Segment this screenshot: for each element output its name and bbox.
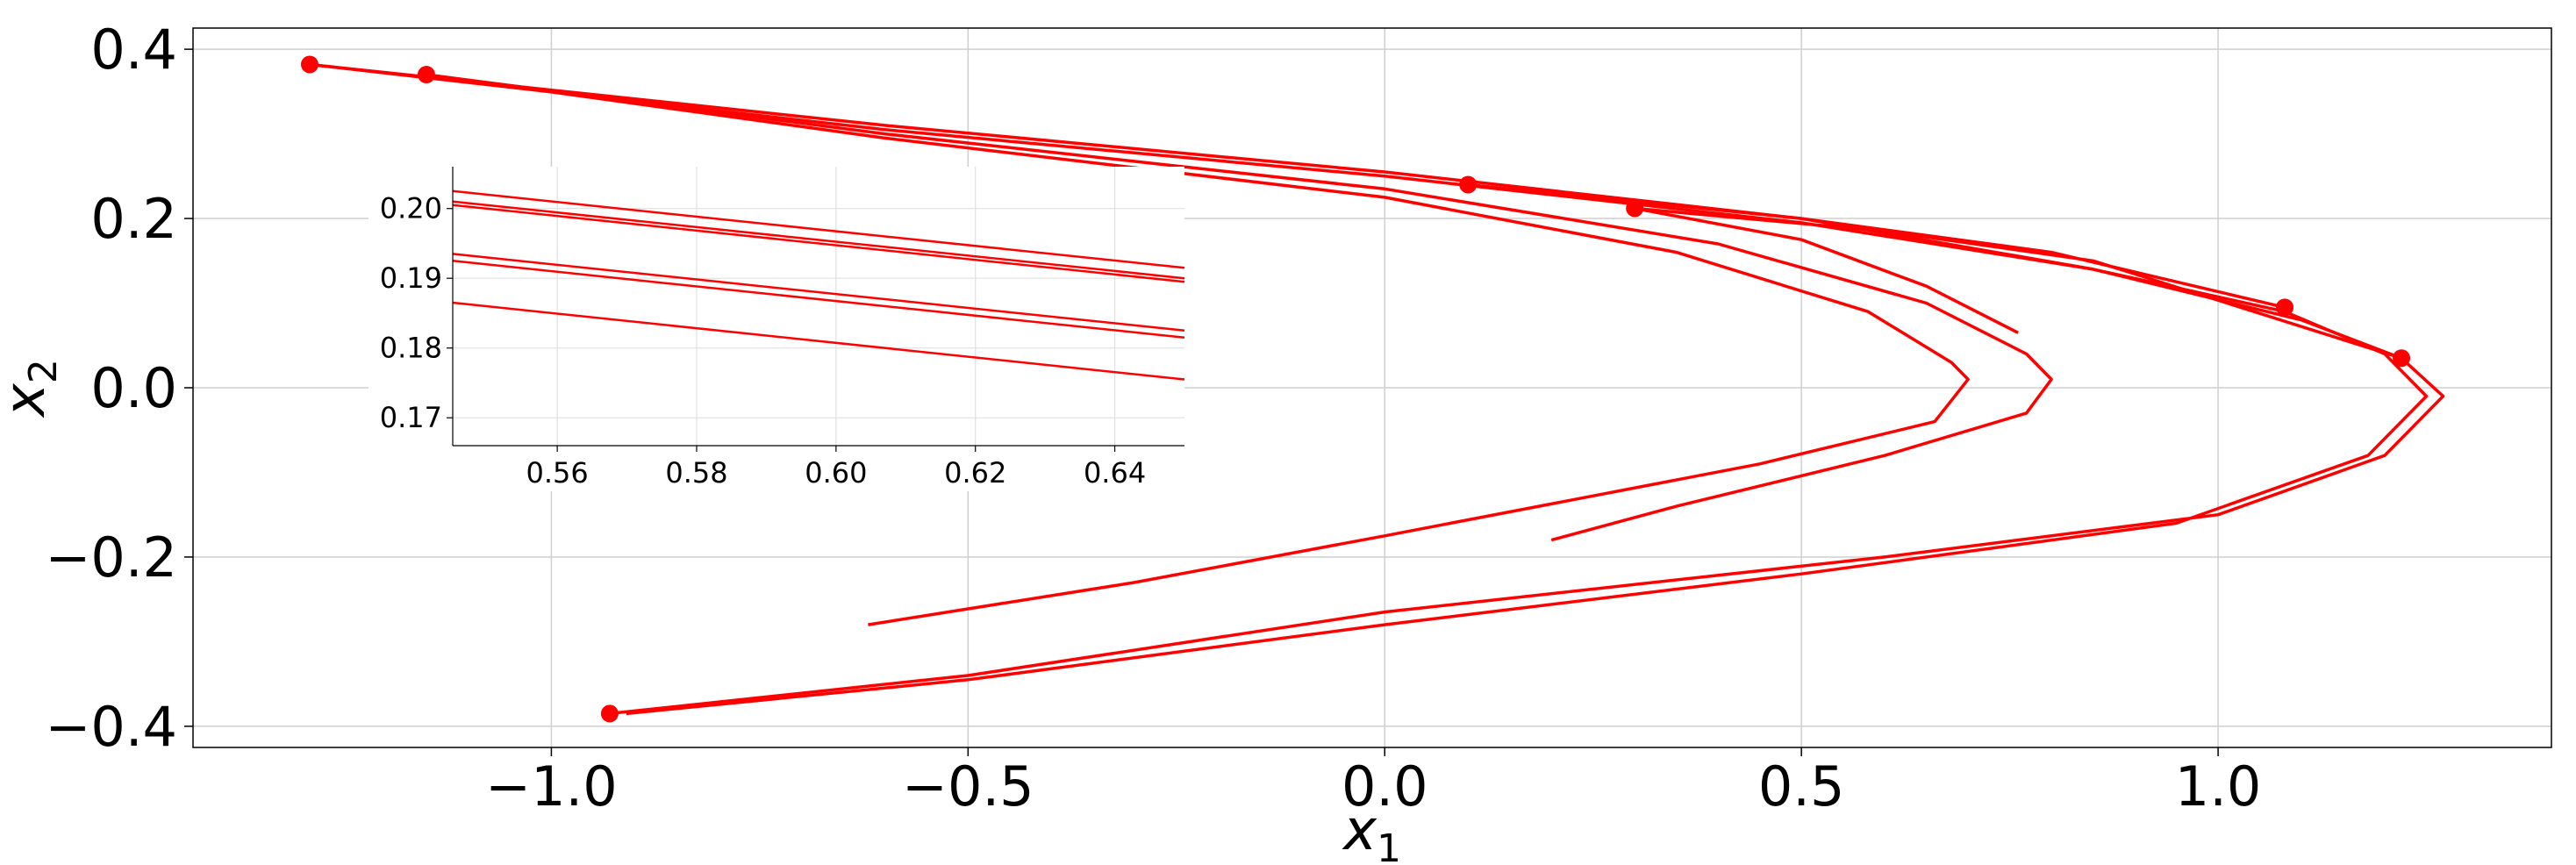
trajectory-line <box>1635 206 2402 360</box>
trajectory-start-marker <box>600 704 619 723</box>
main-y-tick-label: 0.4 <box>90 18 177 82</box>
inset-y-tick-label: 0.18 <box>380 332 442 365</box>
inset-trajectory-line <box>452 253 1185 332</box>
inset-x-tick-label: 0.58 <box>665 456 727 490</box>
inset-y-tick-labels: 0.17 0.18 0.19 0.20 <box>380 192 453 434</box>
inset-x-tick-label: 0.56 <box>526 456 589 490</box>
main-grid <box>193 28 2551 747</box>
main-y-tick-label: 0.0 <box>90 356 177 420</box>
y-axis-label: x2 <box>0 359 66 418</box>
main-x-tick-label: −0.5 <box>902 754 1034 819</box>
x-axis-label: x1 <box>1342 798 1401 865</box>
trajectory-line <box>1634 206 2019 334</box>
trajectory-line <box>309 62 2445 716</box>
main-x-tick-label: −1.0 <box>485 754 618 819</box>
inset-trajectory-line <box>452 301 1185 381</box>
inset-y-tick-label: 0.20 <box>380 192 442 225</box>
main-y-tick-label: −0.4 <box>45 695 177 759</box>
main-x-tick-label: 0.0 <box>1342 754 1428 819</box>
inset-trajectory-line <box>452 189 1185 269</box>
trajectory-start-marker <box>300 55 318 74</box>
inset-trajectory-line <box>452 200 1185 280</box>
trajectory-line <box>309 62 2429 716</box>
main-x-tick-label: 1.0 <box>2175 754 2262 819</box>
trajectory-start-marker <box>1459 175 1478 194</box>
inset-x-tick-label: 0.64 <box>1084 456 1146 490</box>
trajectory-start-marker <box>2276 298 2294 317</box>
trajectory-start-marker <box>1626 199 1644 218</box>
main-x-tick-label: 0.5 <box>1758 754 1845 819</box>
trajectory-start-marker <box>2393 349 2411 368</box>
inset-x-tick-labels: 0.56 0.58 0.60 0.62 0.64 <box>526 446 1146 490</box>
main-y-tick-label: −0.2 <box>45 525 177 590</box>
main-markers-group <box>300 55 2411 723</box>
main-y-tick-label: 0.2 <box>90 187 177 251</box>
trajectory-start-marker <box>417 66 435 84</box>
main-series-group <box>309 62 2445 716</box>
main-y-tick-labels: −0.4 −0.2 0.0 0.2 0.4 <box>45 18 193 759</box>
inset-y-tick-label: 0.19 <box>380 261 442 295</box>
inset-trajectory-line <box>452 260 1185 340</box>
inset-trajectory-line <box>452 204 1185 283</box>
trajectory-line <box>426 73 1970 626</box>
inset-background <box>369 167 1184 491</box>
main-x-tick-labels: −1.0 −0.5 0.0 0.5 1.0 <box>485 747 2261 819</box>
inset-x-tick-label: 0.62 <box>944 456 1006 490</box>
inset-x-tick-label: 0.60 <box>805 456 867 490</box>
inset-zoom-panel: 0.56 0.58 0.60 0.62 0.64 0.17 0.18 0.19 0.20 <box>369 167 1185 491</box>
inset-series-group <box>452 189 1185 381</box>
inset-y-tick-label: 0.17 <box>380 401 442 434</box>
inset-spines <box>452 167 1184 447</box>
trajectory-line <box>426 73 2053 542</box>
